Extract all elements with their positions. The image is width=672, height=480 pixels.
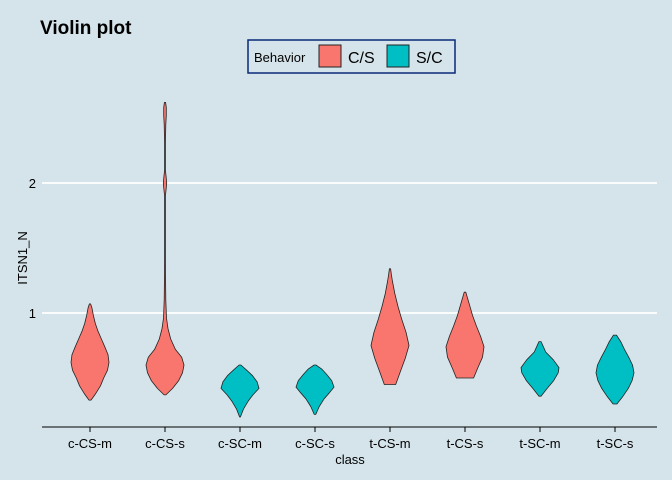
gridlines bbox=[42, 182, 657, 314]
y-tick-label-1: 1 bbox=[29, 306, 36, 321]
legend-key-cs bbox=[318, 44, 342, 68]
x-tick-label-t-SC-m: t-SC-m bbox=[519, 436, 560, 451]
violin-t-CS-m bbox=[370, 268, 410, 385]
x-axis-ticks: c-CS-m c-CS-s c-SC-m c-SC-s t-CS-m t-CS-s t-SC… bbox=[68, 427, 634, 451]
x-tick-label-t-CS-s: t-CS-s bbox=[447, 436, 484, 451]
x-tick-label-c-CS-m: c-CS-m bbox=[68, 436, 112, 451]
violin-t-CS-s bbox=[445, 291, 485, 379]
x-tick-label-t-CS-m: t-CS-m bbox=[369, 436, 410, 451]
x-axis-title: class bbox=[335, 452, 365, 467]
x-tick-label-c-SC-m: c-SC-m bbox=[218, 436, 262, 451]
legend: Behavior C/S S/C bbox=[247, 39, 456, 74]
legend-label-sc: S/C bbox=[416, 50, 443, 67]
violin-c-SC-s bbox=[295, 364, 335, 415]
y-tick-label-2: 2 bbox=[29, 176, 36, 191]
violin-c-CS-m bbox=[70, 303, 110, 401]
violin-c-CS-s bbox=[145, 102, 185, 396]
violin-t-SC-s bbox=[595, 334, 635, 405]
legend-title: Behavior bbox=[254, 50, 306, 65]
violin-t-SC-m bbox=[520, 341, 560, 397]
y-axis: 1 2 bbox=[29, 176, 36, 321]
violins bbox=[70, 102, 635, 418]
chart-title: Violin plot bbox=[40, 18, 132, 39]
legend-box bbox=[247, 39, 456, 74]
y-axis-title: ITSN1_N bbox=[15, 231, 30, 284]
legend-label-cs: C/S bbox=[348, 50, 375, 67]
violin-c-SC-m bbox=[220, 364, 260, 418]
x-tick-label-c-SC-s: c-SC-s bbox=[295, 436, 335, 451]
x-tick-label-c-CS-s: c-CS-s bbox=[145, 436, 185, 451]
x-tick-label-t-SC-s: t-SC-s bbox=[597, 436, 634, 451]
legend-key-sc bbox=[386, 44, 410, 68]
